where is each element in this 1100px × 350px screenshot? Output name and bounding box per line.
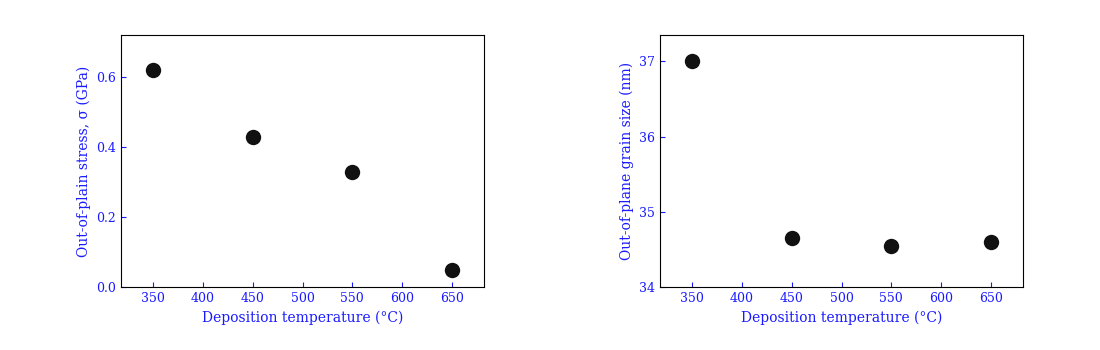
X-axis label: Deposition temperature (°C): Deposition temperature (°C) [740, 310, 943, 325]
X-axis label: Deposition temperature (°C): Deposition temperature (°C) [201, 310, 404, 325]
Y-axis label: Out-of-plain stress, σ (GPa): Out-of-plain stress, σ (GPa) [76, 65, 90, 257]
Point [882, 243, 900, 248]
Point [683, 58, 701, 64]
Point [144, 67, 162, 73]
Y-axis label: Out-of-plane grain size (nm): Out-of-plane grain size (nm) [619, 62, 634, 260]
Point [982, 239, 1000, 245]
Point [783, 235, 801, 241]
Point [244, 134, 262, 139]
Point [443, 267, 461, 272]
Point [343, 169, 361, 174]
